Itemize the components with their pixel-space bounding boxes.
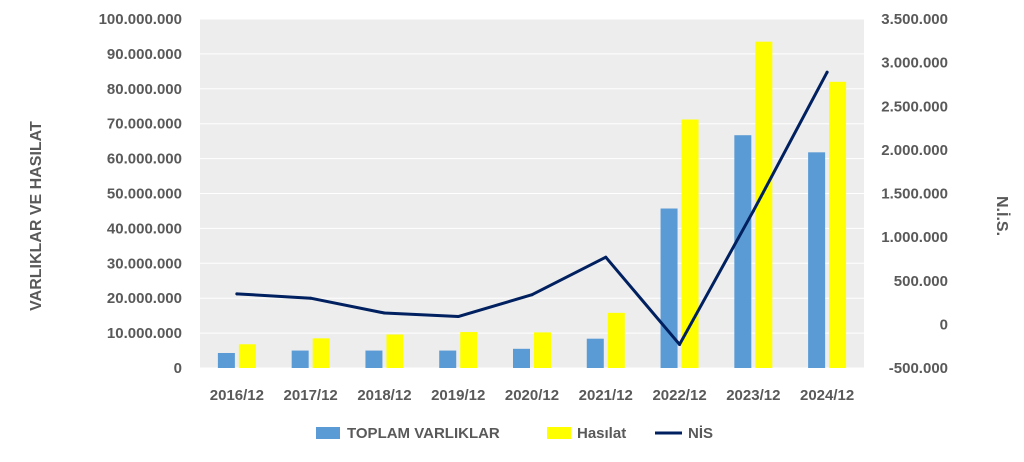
y-tick-label: 50.000.000 <box>107 186 182 203</box>
y-axis-title: VARLIKLAR VE HASILAT <box>28 121 45 311</box>
legend-swatch-toplam-varliklar <box>316 427 340 439</box>
bar-toplam-varliklar-2018-12 <box>365 350 383 368</box>
bar-hasilat-2016-12 <box>238 344 256 368</box>
y-tick-label: 40.000.000 <box>107 220 182 237</box>
y2-tick-label: 3.500.000 <box>881 11 948 28</box>
y2-tick-label: -500.000 <box>889 360 948 377</box>
y2-tick-label: 2.500.000 <box>881 98 948 115</box>
point-nis-2016-12 <box>235 292 239 296</box>
point-nis-2018-12 <box>382 311 386 315</box>
point-nis-2022-12 <box>678 342 682 346</box>
x-tick-label: 2021/12 <box>579 387 633 404</box>
y2-tick-label: 0 <box>940 316 948 333</box>
bar-hasilat-2022-12 <box>681 119 699 369</box>
bar-toplam-varliklar-2017-12 <box>291 350 309 368</box>
legend-label-nis: NİS <box>688 425 713 442</box>
bar-toplam-varliklar-2022-12 <box>660 208 678 368</box>
x-tick-label: 2019/12 <box>431 387 485 404</box>
x-tick-label: 2017/12 <box>284 387 338 404</box>
y2-tick-label: 3.000.000 <box>881 55 948 72</box>
legend-label-hasilat: Hasılat <box>577 425 626 442</box>
bar-hasilat-2021-12 <box>607 312 625 368</box>
legend-label-toplam-varliklar: TOPLAM VARLIKLAR <box>347 425 500 442</box>
bar-hasilat-2023-12 <box>755 41 773 369</box>
bar-hasilat-2024-12 <box>829 81 847 368</box>
bar-hasilat-2020-12 <box>534 332 551 368</box>
y-tick-label: 10.000.000 <box>107 325 182 342</box>
legend-swatch-hasilat <box>547 427 571 439</box>
y2-axis-title: N.İ.S. <box>993 196 1011 236</box>
point-nis-2020-12 <box>530 293 534 297</box>
y-tick-label: 30.000.000 <box>107 255 182 272</box>
bar-toplam-varliklar-2023-12 <box>734 135 752 368</box>
x-tick-label: 2024/12 <box>800 387 854 404</box>
y-tick-label: 60.000.000 <box>107 151 182 168</box>
point-nis-2019-12 <box>456 315 460 319</box>
y-tick-label: 100.000.000 <box>99 11 182 28</box>
y-tick-label: 20.000.000 <box>107 290 182 307</box>
x-tick-label: 2023/12 <box>726 387 780 404</box>
bar-hasilat-2019-12 <box>460 332 478 368</box>
x-tick-label: 2018/12 <box>357 387 411 404</box>
point-nis-2024-12 <box>825 70 829 74</box>
y2-tick-label: 1.000.000 <box>881 229 948 246</box>
bar-toplam-varliklar-2019-12 <box>439 350 457 368</box>
y-tick-label: 80.000.000 <box>107 81 182 98</box>
bar-toplam-varliklar-2021-12 <box>586 338 604 368</box>
legend: TOPLAM VARLIKLAR Hasılat NİS <box>316 425 713 442</box>
y-tick-label: 90.000.000 <box>107 46 182 63</box>
x-tick-label: 2016/12 <box>210 387 264 404</box>
bar-toplam-varliklar-2016-12 <box>217 352 235 368</box>
y-tick-label: 70.000.000 <box>107 116 182 133</box>
bar-hasilat-2018-12 <box>386 334 404 368</box>
y2-tick-label: 1.500.000 <box>881 186 948 203</box>
y2-tick-label: 2.000.000 <box>881 142 948 159</box>
bar-hasilat-2017-12 <box>312 338 330 368</box>
bar-toplam-varliklar-2024-12 <box>808 152 826 368</box>
x-tick-label: 2020/12 <box>505 387 559 404</box>
x-tick-label: 2022/12 <box>652 387 706 404</box>
point-nis-2017-12 <box>309 296 313 300</box>
y-tick-label: 0 <box>174 360 182 377</box>
point-nis-2021-12 <box>604 255 608 259</box>
y2-tick-label: 500.000 <box>894 273 948 290</box>
bar-toplam-varliklar-2020-12 <box>513 348 530 368</box>
point-nis-2023-12 <box>751 209 755 213</box>
